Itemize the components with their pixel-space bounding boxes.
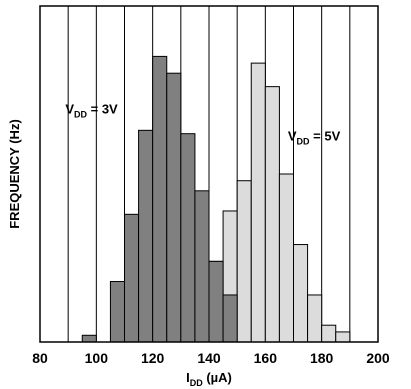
bar-s1-155 — [250, 62, 266, 343]
bar-s0-120 — [152, 55, 168, 343]
bar-s1-170 — [293, 244, 309, 343]
bar-s1-150 — [236, 180, 252, 343]
plot-frame — [39, 5, 379, 343]
bar-s0-130 — [180, 133, 196, 343]
x-tick-label-180: 180 — [310, 350, 334, 366]
x-tick-labels: 80 100 120 140 160 180 200 — [32, 350, 390, 366]
y-axis-title: FREQUENCY (Hz) — [7, 119, 22, 229]
bar-s1-175 — [307, 294, 323, 343]
bar-s1-185 — [335, 331, 351, 343]
x-tick-label-200: 200 — [366, 350, 390, 366]
bar-s0-135 — [194, 190, 210, 343]
x-tick-label-160: 160 — [254, 350, 278, 366]
bar-s0-140 — [208, 260, 224, 343]
bar-s0-145 — [222, 294, 238, 343]
bar-s1-180 — [321, 324, 337, 343]
bar-s0-95 — [81, 334, 97, 343]
annotation-vdd-5v-sub: DD — [297, 136, 310, 146]
x-axis-title-sub: DD — [190, 378, 203, 388]
x-axis-title-rest: (µA) — [203, 370, 232, 385]
annotation-vdd-3v-sub: DD — [74, 110, 87, 120]
x-axis-title: IDD (µA) — [186, 370, 232, 388]
x-tick-label-100: 100 — [85, 350, 109, 366]
bar-s1-165 — [278, 173, 294, 343]
annotation-vdd-5v-main: V — [288, 128, 297, 143]
x-tick-label-140: 140 — [197, 350, 221, 366]
annotation-vdd-3v-rest: = 3V — [87, 102, 118, 117]
bar-s0-105 — [109, 281, 125, 343]
x-tick-label-120: 120 — [141, 350, 165, 366]
series-vdd-3v-bars — [81, 55, 238, 343]
annotation-vdd-5v-rest: = 5V — [310, 128, 341, 143]
annotation-vdd-3v: VDD = 3V — [65, 102, 118, 120]
bar-s0-125 — [166, 72, 182, 343]
bar-s0-110 — [124, 213, 140, 343]
annotation-vdd-5v: VDD = 5V — [288, 128, 341, 146]
x-axis-title-main: I — [186, 370, 190, 385]
annotation-vdd-3v-main: V — [65, 102, 74, 117]
bar-s0-115 — [138, 129, 154, 343]
bar-s1-160 — [264, 86, 280, 343]
x-tick-label-80: 80 — [32, 350, 48, 366]
